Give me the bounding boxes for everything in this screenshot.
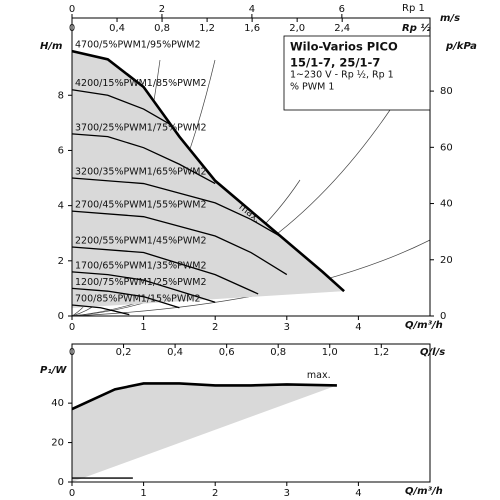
series-label: 700/85%PWM1/15%PWM2 [75, 293, 201, 304]
curve [71, 210, 288, 276]
y2-axis-title: p/kPa [445, 41, 477, 52]
y-tick-label: 40 [51, 398, 64, 409]
x-tick-label: 0 [69, 322, 75, 333]
top-tick-label: 2 [159, 4, 165, 15]
top-tick-label: 1,2 [199, 23, 215, 34]
plot-frame [71, 17, 431, 317]
y-axis-title: H/m [40, 41, 62, 52]
y2-tick-label: 80 [440, 86, 453, 97]
top-axis-label: Rp 1 [402, 3, 425, 14]
y-axis-title: P₁/W [40, 365, 67, 376]
x-tick-label: 4 [355, 322, 361, 333]
top-tick-label: 0 [69, 4, 75, 15]
y-tick-label: 2 [58, 256, 64, 267]
series-label: 3200/35%PWM1/65%PWM2 [75, 167, 207, 178]
y-tick-label: 4 [58, 201, 64, 212]
top-tick-label: 0,8 [154, 23, 170, 34]
x-tick-label: 3 [284, 322, 290, 333]
y2-tick-label: 40 [440, 199, 453, 210]
curve [71, 287, 180, 309]
x-tick-label: 2 [212, 322, 218, 333]
series-label: 4200/15%PWM1/85%PWM2 [75, 78, 207, 89]
y-tick-label: 6 [58, 145, 64, 156]
x-tick-label: 1 [140, 322, 146, 333]
top-tick-label: 6 [339, 4, 345, 15]
plot-frame [71, 343, 431, 483]
series-label: 3700/25%PWM1/75%PWM2 [75, 122, 207, 133]
curve [71, 133, 216, 185]
top-axis-label: Q/l/s [420, 347, 445, 358]
curve [71, 246, 259, 295]
x-tick-label: 3 [284, 488, 290, 499]
info-line: Wilo-Varios PICO [290, 40, 398, 54]
info-box [283, 35, 431, 111]
x-axis-title: Q/m³/h [405, 320, 443, 331]
y-tick-label: 0 [58, 311, 64, 322]
curve [71, 177, 280, 237]
info-line: 1~230 V - Rp ½, Rp 1 [290, 70, 394, 81]
series-label: 1200/75%PWM1/25%PWM2 [75, 277, 207, 288]
top-tick-label: 0,8 [270, 347, 286, 358]
curve [71, 304, 130, 316]
x-tick-label: 4 [355, 488, 361, 499]
x-axis-title: Q/m³/h [405, 486, 443, 497]
info-line: 15/1-7, 25/1-7 [290, 56, 380, 70]
y2-tick-label: 60 [440, 142, 453, 153]
curve [71, 89, 173, 127]
series-label: 2700/45%PWM1/55%PWM2 [75, 200, 207, 211]
x-tick-label: 0 [69, 488, 75, 499]
top-tick-label: 0 [69, 23, 75, 34]
info-line: % PWM 1 [290, 82, 334, 93]
series-label: 4700/5%PWM1/95%PWM2 [75, 40, 201, 51]
y-tick-label: 8 [58, 90, 64, 101]
top-tick-label: 0,2 [116, 347, 132, 358]
x-tick-label: 2 [212, 488, 218, 499]
top-tick-label: 2,0 [289, 23, 305, 34]
y2-tick-label: 20 [440, 255, 453, 266]
y2-tick-label: 0 [440, 311, 446, 322]
top-axis-label: Rp ½ [402, 22, 431, 34]
top-tick-label: 0,4 [109, 23, 125, 34]
top-tick-label: 1,2 [373, 347, 389, 358]
series-label: max. [307, 370, 331, 381]
series-label: 1700/65%PWM1/35%PWM2 [75, 260, 207, 271]
top-tick-label: 1,6 [244, 23, 260, 34]
top-tick-label: 2,4 [334, 23, 350, 34]
curve [71, 271, 216, 303]
top-tick-label: 0,4 [167, 347, 183, 358]
top-tick-label: 4 [249, 4, 255, 15]
series-label: 2200/55%PWM1/45%PWM2 [75, 236, 207, 247]
y-tick-label: 0 [58, 477, 64, 488]
x-tick-label: 1 [140, 488, 146, 499]
operating-area [72, 383, 337, 482]
y-tick-label: 20 [51, 438, 64, 449]
top-tick-label: 1,0 [322, 347, 338, 358]
top-tick-label: 0 [69, 347, 75, 358]
curve [71, 49, 345, 293]
curve [71, 382, 337, 411]
top-tick-label: 0,6 [219, 347, 235, 358]
top-axis-unit: m/s [440, 13, 460, 24]
